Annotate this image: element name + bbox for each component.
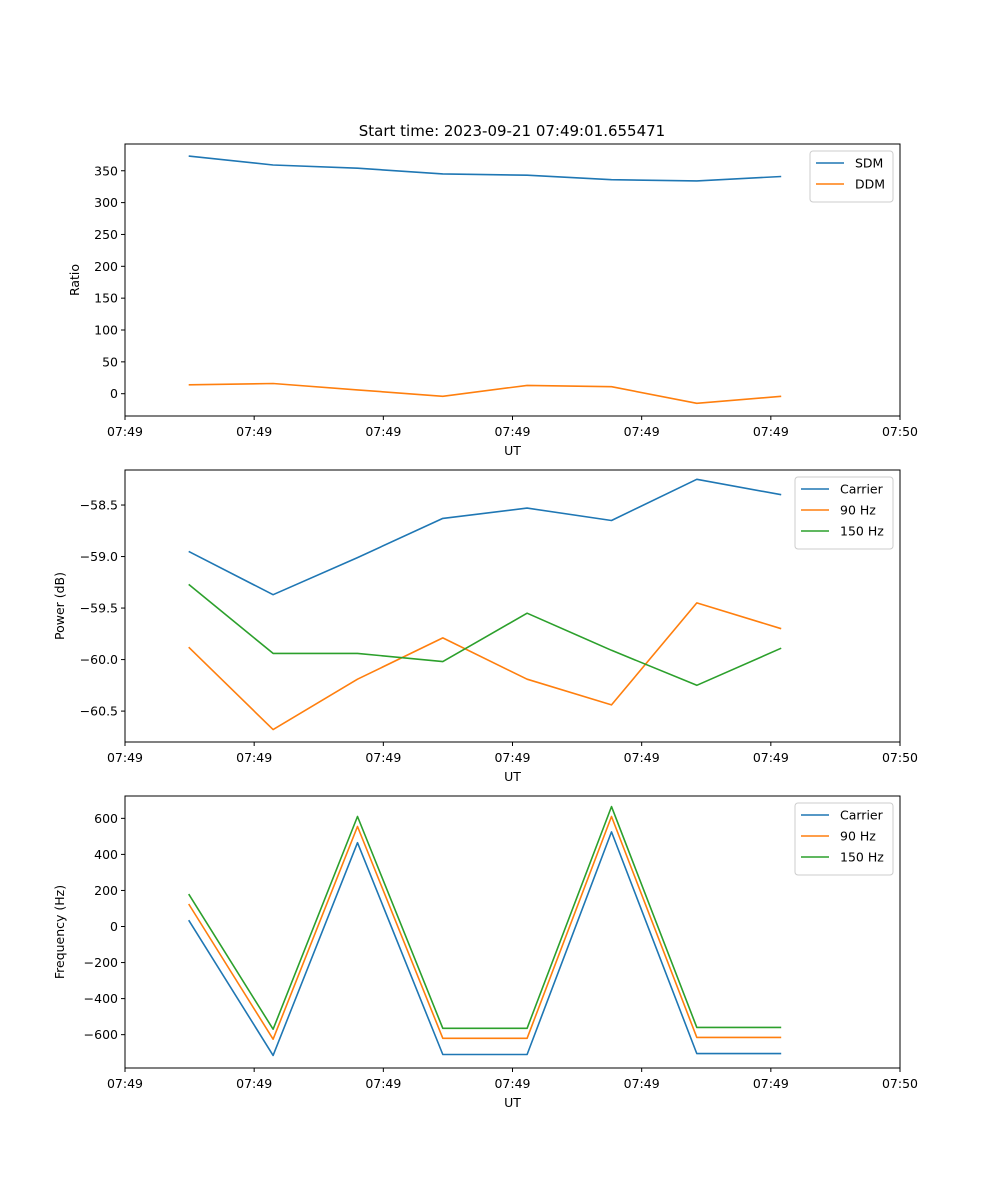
legend-label: 90 Hz: [840, 503, 876, 518]
x-tick-label: 07:49: [753, 1076, 789, 1091]
y-tick-label: 200: [94, 883, 118, 898]
x-tick-label: 07:49: [236, 424, 272, 439]
series-line-sdm: [188, 155, 782, 182]
x-tick-label: 07:49: [624, 424, 660, 439]
axes-frame: [124, 143, 901, 417]
y-tick-label: 250: [94, 227, 118, 242]
y-tick-label: 0: [110, 919, 118, 934]
series-line-150-hz: [188, 805, 782, 1030]
series-line-carrier: [188, 831, 782, 1057]
x-tick-label: 07:49: [107, 424, 143, 439]
y-tick-label: −600: [84, 1027, 118, 1042]
axes-frame: [124, 795, 901, 1069]
x-tick-label: 07:49: [107, 750, 143, 765]
panels: 0 50 100 150 200 250 300 350 07:49 07:49 07:49 07:4…: [52, 143, 918, 1110]
x-tick-label: 07:49: [365, 424, 401, 439]
x-tick-label: 07:49: [624, 750, 660, 765]
legend-label: 150 Hz: [840, 850, 884, 865]
x-tick-label: 07:49: [753, 750, 789, 765]
x-tick-label: 07:49: [753, 424, 789, 439]
x-axis-label: UT: [504, 769, 521, 784]
y-axis-label: Ratio: [67, 264, 82, 296]
x-tick-label: 07:50: [882, 1076, 918, 1091]
legend: Carrier 90 Hz 150 Hz: [794, 802, 894, 876]
x-axis-label: UT: [504, 1095, 521, 1110]
y-tick-label: 50: [102, 354, 118, 369]
legend-label: Carrier: [840, 808, 884, 823]
legend-label: DDM: [855, 177, 885, 192]
x-tick-label: 07:49: [624, 1076, 660, 1091]
x-tick-label: 07:49: [494, 424, 530, 439]
y-tick-label: 600: [94, 811, 118, 826]
x-tick-label: 07:49: [494, 1076, 530, 1091]
y-tick-label: −59.0: [80, 549, 118, 564]
x-axis-label: UT: [504, 443, 521, 458]
y-tick-label: −60.5: [80, 704, 118, 719]
y-tick-label: 150: [94, 291, 118, 306]
x-tick-label: 07:50: [882, 750, 918, 765]
y-tick-label: 400: [94, 847, 118, 862]
y-tick-label: −59.5: [80, 601, 118, 616]
x-tick-label: 07:50: [882, 424, 918, 439]
panel-2: −60.5 −60.0 −59.5 −59.0 −58.5 07:49 07:49 07:49…: [52, 469, 918, 784]
y-axis-label: Frequency (Hz): [52, 885, 67, 979]
x-tick-label: 07:49: [494, 750, 530, 765]
legend-label: SDM: [855, 156, 883, 171]
y-tick-label: −60.0: [80, 652, 118, 667]
y-tick-label: 350: [94, 163, 118, 178]
legend-label: Carrier: [840, 482, 884, 497]
legend-label: 90 Hz: [840, 829, 876, 844]
legend: Carrier 90 Hz 150 Hz: [794, 476, 894, 550]
x-tick-label: 07:49: [365, 1076, 401, 1091]
axes-frame: [124, 469, 901, 743]
y-tick-label: −400: [84, 991, 118, 1006]
y-tick-label: −200: [84, 955, 118, 970]
x-tick-label: 07:49: [107, 1076, 143, 1091]
series-line-90-hz: [188, 815, 782, 1040]
x-tick-label: 07:49: [365, 750, 401, 765]
y-tick-label: 100: [94, 323, 118, 338]
series-line-carrier: [188, 478, 782, 596]
panel-3: −600 −400 −200 0 200 400 600 07:49 07:49 07:49 07:…: [52, 795, 918, 1110]
series-line-90-hz: [188, 602, 782, 731]
x-tick-label: 07:49: [236, 750, 272, 765]
y-tick-label: 300: [94, 195, 118, 210]
series-line-ddm: [188, 382, 782, 405]
y-axis-label: Power (dB): [52, 572, 67, 640]
legend-label: 150 Hz: [840, 524, 884, 539]
chart-title: Start time: 2023-09-21 07:49:01.655471: [359, 122, 665, 140]
panel-1: 0 50 100 150 200 250 300 350 07:49 07:49 07:49 07:4…: [67, 143, 918, 458]
y-tick-label: −58.5: [80, 498, 118, 513]
y-tick-label: 0: [110, 386, 118, 401]
series-line-150-hz: [188, 583, 782, 687]
legend: SDM DDM: [809, 150, 894, 203]
x-tick-label: 07:49: [236, 1076, 272, 1091]
y-tick-label: 200: [94, 259, 118, 274]
